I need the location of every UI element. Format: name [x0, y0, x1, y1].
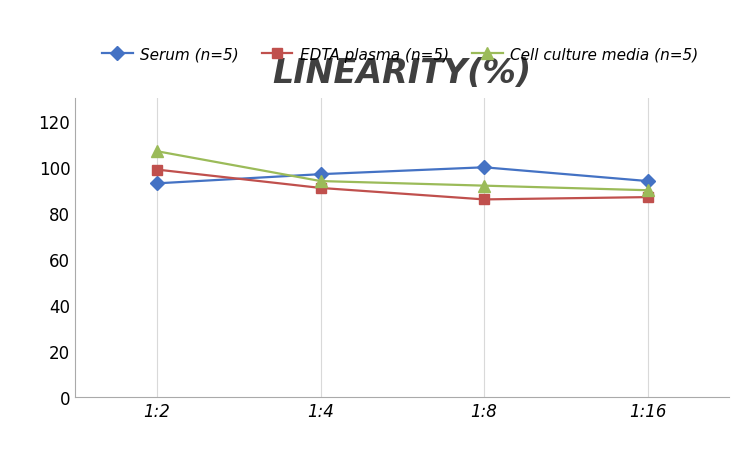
Line: Cell culture media (n=5): Cell culture media (n=5): [151, 146, 653, 196]
Line: EDTA plasma (n=5): EDTA plasma (n=5): [152, 166, 653, 205]
Serum (n=5): [316, 172, 325, 178]
Title: LINEARITY(%): LINEARITY(%): [273, 57, 532, 90]
Line: Serum (n=5): Serum (n=5): [152, 163, 653, 189]
Serum (n=5): [643, 179, 652, 184]
EDTA plasma (n=5): [316, 186, 325, 191]
Legend: Serum (n=5), EDTA plasma (n=5), Cell culture media (n=5): Serum (n=5), EDTA plasma (n=5), Cell cul…: [96, 41, 705, 69]
Serum (n=5): [153, 181, 162, 187]
Cell culture media (n=5): [153, 149, 162, 155]
Cell culture media (n=5): [480, 184, 489, 189]
EDTA plasma (n=5): [643, 195, 652, 200]
Serum (n=5): [480, 165, 489, 170]
Cell culture media (n=5): [316, 179, 325, 184]
Cell culture media (n=5): [643, 188, 652, 193]
EDTA plasma (n=5): [153, 167, 162, 173]
EDTA plasma (n=5): [480, 197, 489, 202]
